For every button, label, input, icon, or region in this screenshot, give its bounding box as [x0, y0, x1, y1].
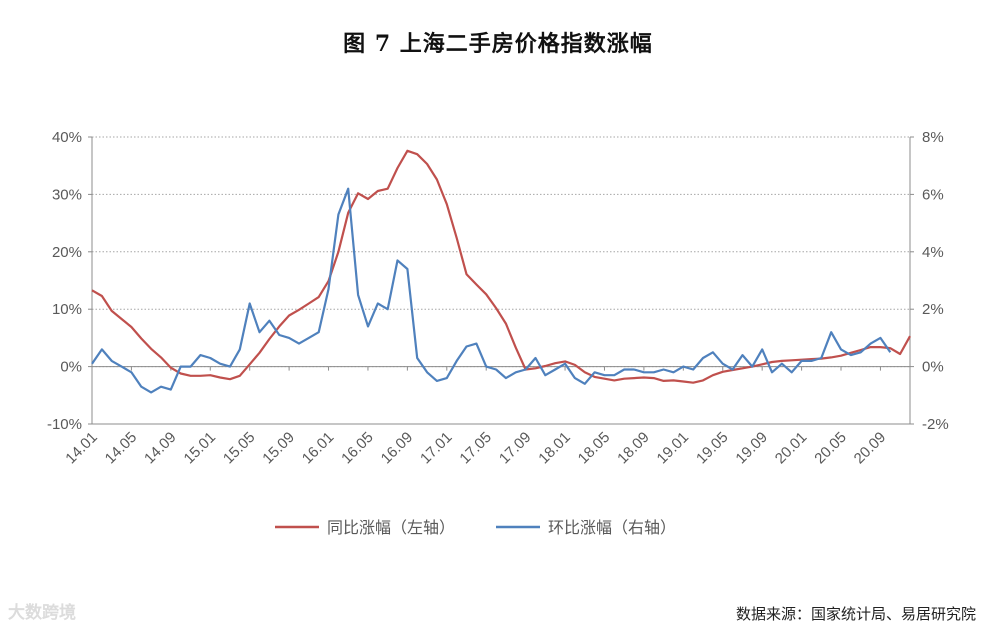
left-axis-ticks: -10% 0% 10% 20% 30% 40% — [47, 129, 92, 433]
x-tick-label: 18.01 — [535, 429, 574, 468]
x-tick-label: 14.09 — [141, 429, 180, 468]
right-tick-label: -2% — [922, 416, 949, 433]
right-tick-label: 8% — [922, 129, 944, 146]
watermark-logo: 大数跨境 — [8, 603, 76, 623]
right-tick-label: 2% — [922, 301, 944, 318]
x-axis-ticks: 14.01 14.05 14.09 15.01 15.05 15.09 16.01 16.05… — [62, 366, 890, 468]
x-tick-label: 17.01 — [417, 429, 456, 468]
x-tick-label: 18.09 — [614, 429, 653, 468]
x-tick-label: 14.05 — [102, 429, 141, 468]
x-tick-label: 19.09 — [732, 429, 771, 468]
legend-label: 环比涨幅（右轴） — [548, 518, 676, 537]
x-tick-label: 20.05 — [811, 429, 850, 468]
right-tick-label: 6% — [922, 186, 944, 203]
x-tick-label: 16.05 — [338, 429, 377, 468]
right-axis-ticks: -2% 0% 2% 4% 6% 8% — [910, 129, 949, 433]
legend: 同比涨幅（左轴） 环比涨幅（右轴） — [275, 518, 676, 537]
left-tick-label: 40% — [52, 129, 82, 146]
x-tick-label: 15.09 — [259, 429, 298, 468]
right-tick-label: 4% — [922, 244, 944, 261]
x-tick-label: 17.09 — [496, 429, 535, 468]
gridlines — [92, 136, 910, 368]
x-tick-label: 15.05 — [220, 429, 259, 468]
x-tick-label: 16.01 — [299, 429, 338, 468]
x-tick-label: 17.05 — [456, 429, 495, 468]
x-tick-label: 19.05 — [693, 429, 732, 468]
chart-title: 图 7 上海二手房价格指数涨幅 — [343, 31, 653, 57]
x-tick-label: 16.09 — [378, 429, 417, 468]
x-tick-label: 19.01 — [654, 429, 693, 468]
left-tick-label: 10% — [52, 301, 82, 318]
mom-series-line — [91, 187, 892, 394]
yoy-series-line — [91, 149, 911, 384]
left-tick-label: 20% — [52, 244, 82, 261]
left-tick-label: 0% — [60, 359, 82, 376]
left-tick-label: 30% — [52, 186, 82, 203]
x-tick-label: 15.01 — [181, 429, 220, 468]
x-tick-label: 20.09 — [851, 429, 890, 468]
left-tick-label: -10% — [47, 416, 82, 433]
series-lines — [91, 149, 911, 394]
legend-label: 同比涨幅（左轴） — [327, 518, 455, 537]
axes — [91, 137, 911, 425]
data-source-note: 数据来源：国家统计局、易居研究院 — [735, 605, 976, 623]
x-tick-label: 18.05 — [575, 429, 614, 468]
right-tick-label: 0% — [922, 359, 944, 376]
x-tick-label: 20.01 — [772, 429, 811, 468]
x-tick-label: 14.01 — [62, 429, 101, 468]
